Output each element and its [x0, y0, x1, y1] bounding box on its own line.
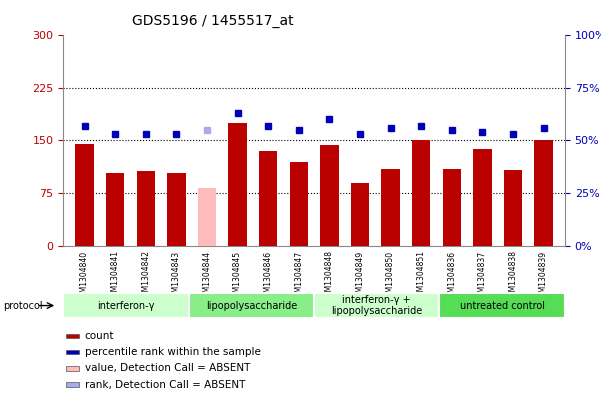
- Text: value, Detection Call = ABSENT: value, Detection Call = ABSENT: [85, 364, 250, 373]
- Text: interferon-γ: interferon-γ: [97, 301, 154, 310]
- Bar: [66, 382, 79, 387]
- Bar: [504, 170, 522, 246]
- Bar: [534, 140, 553, 246]
- Text: protocol: protocol: [3, 301, 43, 310]
- Bar: [189, 293, 314, 318]
- Text: count: count: [85, 331, 114, 341]
- Bar: [66, 350, 79, 354]
- Bar: [442, 169, 461, 246]
- Bar: [228, 123, 246, 246]
- Bar: [259, 151, 277, 246]
- Bar: [473, 149, 492, 246]
- Bar: [63, 293, 189, 318]
- Bar: [136, 171, 155, 246]
- Bar: [66, 366, 79, 371]
- Bar: [382, 169, 400, 246]
- Bar: [412, 140, 430, 246]
- Bar: [351, 182, 369, 246]
- Bar: [290, 162, 308, 246]
- Bar: [75, 144, 94, 246]
- Text: GDS5196 / 1455517_at: GDS5196 / 1455517_at: [132, 14, 294, 28]
- Bar: [320, 145, 338, 246]
- Text: lipopolysaccharide: lipopolysaccharide: [206, 301, 297, 310]
- Text: interferon-γ +
lipopolysaccharide: interferon-γ + lipopolysaccharide: [331, 295, 423, 316]
- Text: rank, Detection Call = ABSENT: rank, Detection Call = ABSENT: [85, 380, 245, 389]
- Bar: [66, 334, 79, 338]
- Text: percentile rank within the sample: percentile rank within the sample: [85, 347, 260, 357]
- Text: untreated control: untreated control: [460, 301, 545, 310]
- Bar: [198, 188, 216, 246]
- Bar: [106, 173, 124, 246]
- Bar: [167, 173, 186, 246]
- Bar: [439, 293, 565, 318]
- Bar: [314, 293, 439, 318]
